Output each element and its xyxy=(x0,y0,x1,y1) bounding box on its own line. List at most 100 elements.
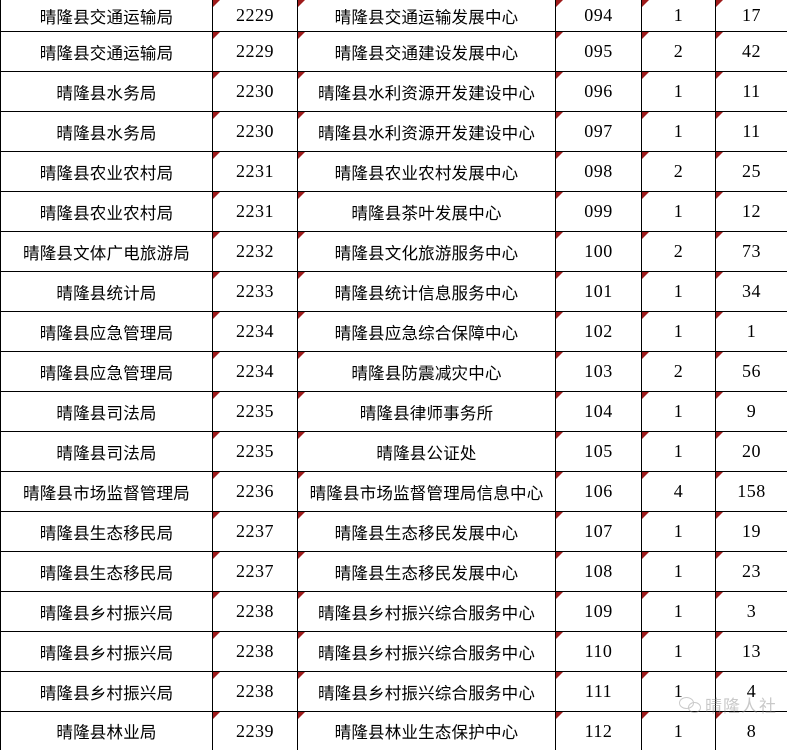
cell-count_b[interactable]: 9 xyxy=(716,392,787,432)
cell-unit_no[interactable]: 097 xyxy=(556,112,642,152)
cell-unit[interactable]: 晴隆县茶叶发展中心 xyxy=(298,192,556,232)
cell-dept_code[interactable]: 2238 xyxy=(213,632,298,672)
cell-dept[interactable]: 晴隆县农业农村局 xyxy=(1,152,213,192)
cell-count_a[interactable]: 1 xyxy=(642,192,716,232)
cell-dept_code[interactable]: 2229 xyxy=(213,32,298,72)
cell-unit_no[interactable]: 106 xyxy=(556,472,642,512)
cell-dept_code[interactable]: 2235 xyxy=(213,392,298,432)
cell-count_b[interactable]: 20 xyxy=(716,432,787,472)
cell-unit[interactable]: 晴隆县水利资源开发建设中心 xyxy=(298,72,556,112)
cell-count_a[interactable]: 1 xyxy=(642,432,716,472)
cell-count_b[interactable]: 23 xyxy=(716,552,787,592)
cell-unit[interactable]: 晴隆县公证处 xyxy=(298,432,556,472)
cell-count_a[interactable]: 2 xyxy=(642,152,716,192)
cell-dept[interactable]: 晴隆县司法局 xyxy=(1,432,213,472)
cell-unit[interactable]: 晴隆县生态移民发展中心 xyxy=(298,512,556,552)
cell-count_b[interactable]: 11 xyxy=(716,72,787,112)
cell-count_a[interactable]: 1 xyxy=(642,712,716,750)
cell-count_b[interactable]: 56 xyxy=(716,352,787,392)
cell-count_a[interactable]: 1 xyxy=(642,272,716,312)
cell-unit[interactable]: 晴隆县统计信息服务中心 xyxy=(298,272,556,312)
cell-dept_code[interactable]: 2238 xyxy=(213,672,298,712)
cell-count_b[interactable]: 1 xyxy=(716,312,787,352)
cell-count_b[interactable]: 73 xyxy=(716,232,787,272)
cell-dept[interactable]: 晴隆县市场监督管理局 xyxy=(1,472,213,512)
cell-count_b[interactable]: 3 xyxy=(716,592,787,632)
cell-dept[interactable]: 晴隆县司法局 xyxy=(1,392,213,432)
cell-dept[interactable]: 晴隆县生态移民局 xyxy=(1,512,213,552)
cell-count_a[interactable]: 2 xyxy=(642,352,716,392)
cell-unit[interactable]: 晴隆县律师事务所 xyxy=(298,392,556,432)
cell-dept[interactable]: 晴隆县乡村振兴局 xyxy=(1,672,213,712)
cell-dept[interactable]: 晴隆县乡村振兴局 xyxy=(1,592,213,632)
cell-dept[interactable]: 晴隆县生态移民局 xyxy=(1,552,213,592)
cell-dept_code[interactable]: 2231 xyxy=(213,192,298,232)
cell-count_b[interactable]: 158 xyxy=(716,472,787,512)
cell-unit[interactable]: 晴隆县林业生态保护中心 xyxy=(298,712,556,750)
cell-count_a[interactable]: 1 xyxy=(642,512,716,552)
cell-count_a[interactable]: 2 xyxy=(642,232,716,272)
cell-dept_code[interactable]: 2239 xyxy=(213,712,298,750)
cell-count_a[interactable]: 2 xyxy=(642,32,716,72)
cell-unit[interactable]: 晴隆县农业农村发展中心 xyxy=(298,152,556,192)
cell-dept_code[interactable]: 2233 xyxy=(213,272,298,312)
cell-dept[interactable]: 晴隆县乡村振兴局 xyxy=(1,632,213,672)
cell-dept_code[interactable]: 2231 xyxy=(213,152,298,192)
cell-unit_no[interactable]: 099 xyxy=(556,192,642,232)
cell-dept_code[interactable]: 2237 xyxy=(213,552,298,592)
cell-count_b[interactable]: 4 xyxy=(716,672,787,712)
cell-unit[interactable]: 晴隆县乡村振兴综合服务中心 xyxy=(298,592,556,632)
cell-dept_code[interactable]: 2237 xyxy=(213,512,298,552)
cell-dept_code[interactable]: 2234 xyxy=(213,312,298,352)
cell-unit[interactable]: 晴隆县水利资源开发建设中心 xyxy=(298,112,556,152)
cell-unit_no[interactable]: 104 xyxy=(556,392,642,432)
cell-count_b[interactable]: 11 xyxy=(716,112,787,152)
cell-count_b[interactable]: 34 xyxy=(716,272,787,312)
cell-count_b[interactable]: 12 xyxy=(716,192,787,232)
cell-count_a[interactable]: 1 xyxy=(642,632,716,672)
cell-unit_no[interactable]: 103 xyxy=(556,352,642,392)
cell-count_b[interactable]: 42 xyxy=(716,32,787,72)
cell-count_a[interactable]: 1 xyxy=(642,392,716,432)
cell-dept[interactable]: 晴隆县交通运输局 xyxy=(1,0,213,32)
cell-count_b[interactable]: 25 xyxy=(716,152,787,192)
cell-dept_code[interactable]: 2232 xyxy=(213,232,298,272)
cell-dept_code[interactable]: 2238 xyxy=(213,592,298,632)
cell-unit_no[interactable]: 105 xyxy=(556,432,642,472)
cell-count_b[interactable]: 17 xyxy=(716,0,787,32)
cell-dept[interactable]: 晴隆县林业局 xyxy=(1,712,213,750)
cell-unit_no[interactable]: 101 xyxy=(556,272,642,312)
cell-count_a[interactable]: 1 xyxy=(642,552,716,592)
cell-unit_no[interactable]: 094 xyxy=(556,0,642,32)
cell-unit_no[interactable]: 096 xyxy=(556,72,642,112)
cell-dept_code[interactable]: 2234 xyxy=(213,352,298,392)
cell-unit[interactable]: 晴隆县交通运输发展中心 xyxy=(298,0,556,32)
cell-dept[interactable]: 晴隆县文体广电旅游局 xyxy=(1,232,213,272)
cell-unit_no[interactable]: 102 xyxy=(556,312,642,352)
cell-dept[interactable]: 晴隆县水务局 xyxy=(1,112,213,152)
cell-dept[interactable]: 晴隆县农业农村局 xyxy=(1,192,213,232)
cell-count_a[interactable]: 1 xyxy=(642,312,716,352)
cell-unit[interactable]: 晴隆县乡村振兴综合服务中心 xyxy=(298,672,556,712)
cell-count_a[interactable]: 1 xyxy=(642,112,716,152)
cell-count_a[interactable]: 4 xyxy=(642,472,716,512)
cell-unit_no[interactable]: 109 xyxy=(556,592,642,632)
cell-dept[interactable]: 晴隆县应急管理局 xyxy=(1,352,213,392)
cell-unit[interactable]: 晴隆县市场监督管理局信息中心 xyxy=(298,472,556,512)
cell-count_b[interactable]: 13 xyxy=(716,632,787,672)
cell-unit_no[interactable]: 100 xyxy=(556,232,642,272)
cell-dept_code[interactable]: 2230 xyxy=(213,112,298,152)
cell-unit_no[interactable]: 095 xyxy=(556,32,642,72)
cell-unit_no[interactable]: 098 xyxy=(556,152,642,192)
cell-unit[interactable]: 晴隆县文化旅游服务中心 xyxy=(298,232,556,272)
